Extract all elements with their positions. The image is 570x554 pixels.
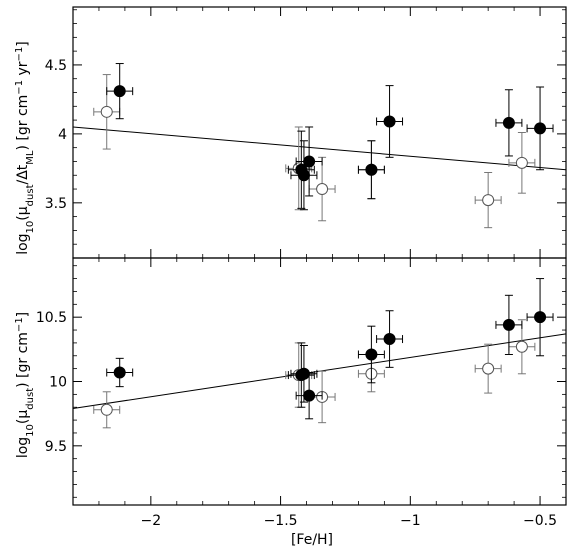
x-axis-label: [Fe/H] bbox=[291, 532, 333, 548]
bottom-open-marker bbox=[100, 403, 113, 416]
top-ylabel-close: ] bbox=[15, 41, 31, 46]
bottom-panel: 9.5 10 10.5 −2 −1.5 −1 −0.5 bbox=[36, 257, 567, 529]
top-open-point bbox=[93, 74, 121, 150]
top-filled-marker bbox=[383, 115, 396, 128]
top-open-marker bbox=[100, 105, 113, 118]
top-y-axis-label: log10(μdust/ΔtML) [gr cm−1 yr−1] bbox=[14, 41, 36, 255]
top-ylabel-rest: ) [gr cm bbox=[15, 95, 31, 151]
top-ytick-label: 3.5 bbox=[45, 196, 67, 212]
top-filled-marker bbox=[297, 169, 310, 182]
bottom-open-point bbox=[474, 343, 502, 394]
bottom-open-point bbox=[93, 391, 121, 429]
bottom-filled-point bbox=[495, 294, 523, 355]
top-filled-marker bbox=[365, 163, 378, 176]
top-ylabel-log-sub: 10 bbox=[25, 221, 36, 234]
top-filled-point bbox=[495, 89, 523, 157]
top-open-marker bbox=[316, 183, 329, 196]
bottom-ylabel-rest: ) [gr cm bbox=[15, 332, 31, 388]
top-filled-marker bbox=[534, 122, 547, 135]
top-ytick-label: 4 bbox=[58, 127, 67, 143]
bottom-filled-marker bbox=[534, 311, 547, 324]
bottom-ylabel-mu-sub: dust bbox=[25, 388, 36, 410]
bottom-xtick-label: −1 bbox=[400, 513, 421, 529]
top-filled-point bbox=[106, 63, 134, 120]
top-ylabel-mu-sub: dust bbox=[25, 184, 36, 206]
top-filled-point bbox=[376, 85, 404, 158]
top-ytick-label: 4.5 bbox=[45, 58, 67, 74]
bottom-filled-marker bbox=[297, 367, 310, 380]
top-open-marker bbox=[482, 194, 495, 207]
top-filled-point bbox=[287, 130, 315, 209]
bottom-ytick-label: 10.5 bbox=[36, 310, 67, 326]
top-fit-line bbox=[72, 126, 567, 171]
top-filled-marker bbox=[502, 116, 515, 129]
bottom-filled-point bbox=[106, 357, 134, 388]
bottom-filled-marker bbox=[303, 389, 316, 402]
top-open-point bbox=[474, 171, 502, 229]
top-ylabel-slash: /Δt bbox=[15, 164, 31, 184]
bottom-ylabel-exp1: −1 bbox=[14, 317, 25, 332]
top-open-marker bbox=[515, 156, 528, 169]
bottom-ylabel-log-sub: 10 bbox=[25, 424, 36, 437]
top-filled-marker bbox=[113, 85, 126, 98]
bottom-ytick-label: 9.5 bbox=[45, 439, 67, 455]
bottom-plot-frame bbox=[72, 257, 567, 506]
bottom-filled-point bbox=[376, 310, 404, 368]
top-ylabel-mid: yr bbox=[15, 61, 31, 80]
bottom-filled-marker bbox=[502, 318, 515, 331]
bottom-ylabel-close: ] bbox=[15, 312, 31, 317]
bottom-y-axis-label: log10(μdust) [gr cm−1] bbox=[14, 312, 36, 458]
bottom-ylabel-log: log bbox=[15, 437, 31, 458]
bottom-open-marker bbox=[515, 340, 528, 353]
bottom-filled-marker bbox=[365, 348, 378, 361]
top-ylabel-open: (μ bbox=[15, 206, 31, 220]
top-ylabel-log: log bbox=[15, 233, 31, 254]
top-open-point bbox=[508, 132, 536, 194]
top-ylabel-exp2: −1 bbox=[14, 47, 25, 62]
top-ylabel-t-sub: ML bbox=[25, 150, 36, 165]
top-filled-point bbox=[295, 126, 323, 197]
bottom-filled-marker bbox=[383, 333, 396, 346]
bottom-xtick-label: −1.5 bbox=[264, 513, 298, 529]
bottom-filled-point bbox=[526, 278, 554, 357]
top-filled-point bbox=[290, 140, 318, 211]
bottom-open-marker bbox=[482, 362, 495, 375]
bottom-filled-point bbox=[295, 371, 323, 420]
bottom-ytick-label: 10 bbox=[49, 375, 67, 391]
bottom-ylabel-open: (μ bbox=[15, 410, 31, 424]
top-filled-point bbox=[526, 86, 554, 171]
bottom-filled-point bbox=[357, 325, 385, 384]
top-filled-point bbox=[357, 140, 385, 200]
bottom-xtick-label: −0.5 bbox=[523, 513, 557, 529]
bottom-filled-marker bbox=[113, 366, 126, 379]
top-ylabel-exp1: −1 bbox=[14, 80, 25, 95]
top-filled-marker bbox=[303, 155, 316, 168]
bottom-open-point bbox=[508, 319, 536, 375]
top-open-point bbox=[308, 156, 336, 222]
top-panel: 3.5 4 4.5 bbox=[45, 6, 567, 259]
bottom-xtick-label: −2 bbox=[141, 513, 162, 529]
